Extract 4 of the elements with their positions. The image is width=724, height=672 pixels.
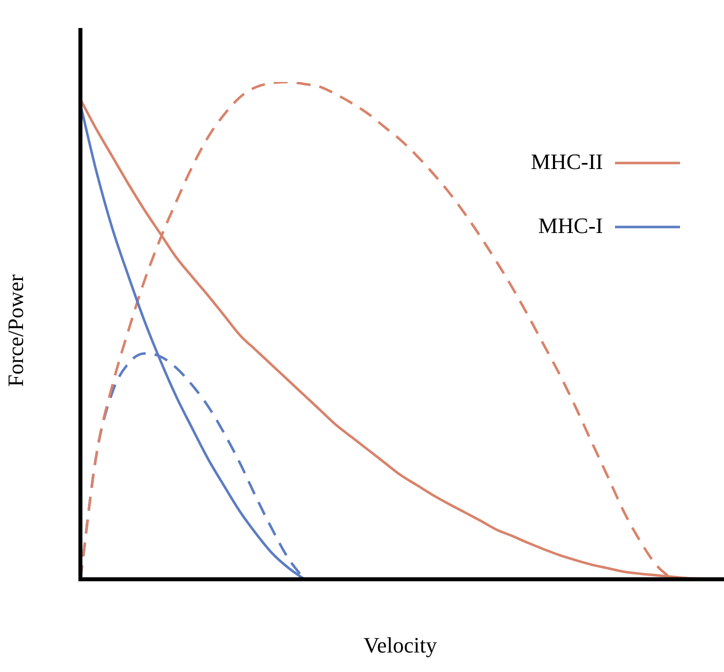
legend-label: MHC-II	[530, 148, 604, 174]
x-axis-title: Velocity	[364, 632, 437, 658]
legend-label: MHC-I	[538, 212, 604, 238]
y-axis-title: Force/Power	[2, 274, 28, 387]
